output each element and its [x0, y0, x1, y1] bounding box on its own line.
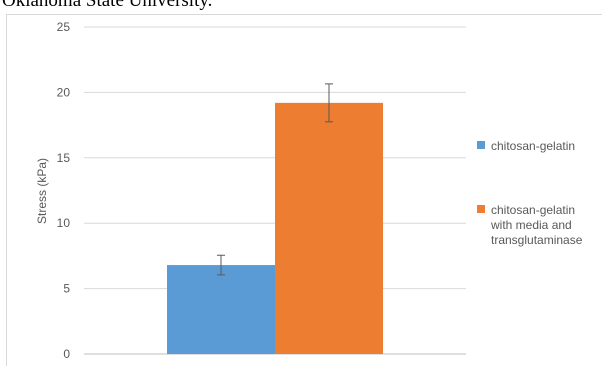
partial-caption-text: Oklahoma State University.	[2, 0, 213, 11]
y-tick-label: 0	[63, 347, 70, 361]
chart-frame	[6, 14, 602, 366]
y-tick-label: 15	[57, 151, 71, 165]
legend-swatch-2	[477, 205, 485, 213]
bar-1	[167, 265, 275, 354]
bars	[167, 83, 383, 354]
legend-label: chitosan-gelatin	[491, 139, 575, 153]
y-axis-title: Stress (kPa)	[35, 158, 49, 224]
y-tick-labels: 0 5 10 15 20 25	[57, 20, 71, 361]
y-tick-label: 25	[57, 20, 71, 34]
y-tick-label: 10	[57, 216, 71, 230]
legend-label: transglutaminase	[491, 233, 583, 247]
legend-label: with media and	[490, 218, 572, 232]
legend-swatch-1	[477, 141, 485, 149]
legend-label: chitosan-gelatin	[491, 203, 575, 217]
bar-2	[275, 102, 383, 354]
y-tick-label: 5	[63, 282, 70, 296]
y-tick-label: 20	[57, 85, 71, 99]
